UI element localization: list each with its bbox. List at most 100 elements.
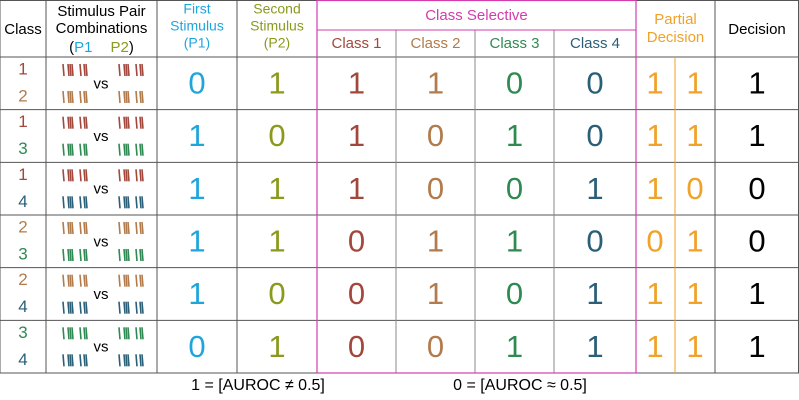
row-class-selective: 0 bbox=[348, 224, 365, 259]
row-class: 4 bbox=[18, 192, 27, 211]
header-first: First bbox=[183, 1, 210, 17]
stimulus-tick bbox=[69, 116, 72, 129]
stimulus-tick bbox=[71, 327, 74, 340]
stimulus-tick bbox=[67, 354, 70, 367]
row-partial: 1 bbox=[686, 329, 703, 364]
header-second: Second bbox=[253, 1, 300, 17]
row-second: 0 bbox=[268, 276, 285, 311]
stimulus-tick bbox=[139, 63, 142, 77]
stimulus-tick bbox=[123, 63, 126, 77]
stimulus-tick bbox=[127, 301, 130, 314]
stimulus-tick bbox=[125, 143, 128, 156]
stimulus-tick bbox=[79, 248, 82, 262]
stimulus-tick bbox=[85, 169, 88, 182]
stimulus-tick bbox=[69, 196, 72, 209]
stimulus-tick bbox=[71, 116, 74, 129]
stimulus-tick bbox=[135, 354, 138, 367]
stimulus-tick bbox=[125, 221, 128, 235]
stimulus-tick bbox=[62, 196, 65, 209]
stimulus-tick bbox=[83, 116, 86, 129]
stimulus-tick bbox=[127, 63, 130, 77]
stimulus-tick bbox=[123, 196, 126, 209]
stimulus-tick bbox=[118, 327, 121, 340]
stimulus-tick bbox=[141, 221, 144, 235]
legend-text: 1 = [AUROC ≠ 0.5] bbox=[191, 377, 325, 394]
stimulus-tick bbox=[118, 90, 121, 104]
row-class: 1 bbox=[18, 112, 27, 131]
row-decision: 1 bbox=[748, 66, 765, 101]
stimulus-tick bbox=[127, 196, 130, 209]
stimulus-tick bbox=[62, 248, 65, 262]
row-class-selective: 0 bbox=[348, 276, 365, 311]
stimulus-tick bbox=[135, 248, 138, 262]
row-second: 1 bbox=[268, 171, 285, 206]
stimulus-tick bbox=[125, 63, 128, 77]
row-class-selective: 1 bbox=[348, 118, 365, 153]
row-second: 0 bbox=[268, 118, 285, 153]
stimulus-tick bbox=[85, 116, 88, 129]
stimulus-tick bbox=[69, 274, 72, 287]
stimulus-tick bbox=[135, 169, 138, 182]
row-partial: 1 bbox=[686, 224, 703, 259]
row-partial: 1 bbox=[646, 171, 663, 206]
stimulus-tick bbox=[127, 274, 130, 287]
row-class: 4 bbox=[18, 297, 27, 316]
row-class-selective: 1 bbox=[506, 329, 523, 364]
row-first: 1 bbox=[188, 276, 205, 311]
row-class-selective: 1 bbox=[586, 329, 603, 364]
stimulus-tick bbox=[135, 63, 138, 77]
stimulus-tick bbox=[125, 248, 128, 262]
row-class: 1 bbox=[18, 165, 27, 184]
row-class-selective: 0 bbox=[427, 329, 444, 364]
header-second: Stimulus bbox=[250, 18, 304, 34]
stimulus-tick bbox=[67, 196, 70, 209]
row-vs: vs bbox=[94, 128, 109, 145]
stimulus-tick bbox=[62, 116, 65, 129]
stimulus-tick bbox=[85, 248, 88, 262]
stimulus-tick bbox=[79, 221, 82, 235]
row-partial: 1 bbox=[646, 118, 663, 153]
stimulus-tick bbox=[141, 248, 144, 262]
stimulus-tick bbox=[71, 90, 74, 104]
stimulus-tick bbox=[83, 248, 86, 262]
stimulus-tick bbox=[85, 221, 88, 235]
row-class-selective: 0 bbox=[427, 171, 444, 206]
stimulus-tick bbox=[79, 116, 82, 129]
stimulus-tick bbox=[71, 143, 74, 156]
stimulus-tick bbox=[62, 90, 65, 104]
row-vs: vs bbox=[94, 75, 109, 92]
row-first: 1 bbox=[188, 224, 205, 259]
stimulus-tick bbox=[79, 90, 82, 104]
stimulus-tick bbox=[139, 354, 142, 367]
stimulus-tick bbox=[67, 63, 70, 77]
stimulus-tick bbox=[123, 301, 126, 314]
header-stimulus: Stimulus Pair bbox=[57, 3, 145, 20]
stimulus-tick bbox=[71, 63, 74, 77]
stimulus-tick bbox=[69, 327, 72, 340]
stimulus-tick bbox=[125, 196, 128, 209]
row-partial: 1 bbox=[686, 118, 703, 153]
row-class: 2 bbox=[18, 270, 27, 289]
row-class-selective: 1 bbox=[506, 224, 523, 259]
row-decision: 1 bbox=[748, 118, 765, 153]
header-stimulus: Combinations bbox=[56, 20, 148, 37]
stimulus-tick bbox=[139, 221, 142, 235]
stimulus-tick bbox=[83, 274, 86, 287]
row-second: 1 bbox=[268, 66, 285, 101]
header-second: (P2) bbox=[264, 35, 290, 51]
stimulus-tick bbox=[67, 169, 70, 182]
stimulus-tick bbox=[83, 196, 86, 209]
row-first: 1 bbox=[188, 118, 205, 153]
stimulus-tick bbox=[135, 327, 138, 340]
row-class-selective: 1 bbox=[427, 224, 444, 259]
row-decision: 1 bbox=[748, 329, 765, 364]
stimulus-tick bbox=[85, 274, 88, 287]
stimulus-tick bbox=[127, 221, 130, 235]
stimulus-tick bbox=[118, 301, 121, 314]
stimulus-tick bbox=[123, 274, 126, 287]
stimulus-tick bbox=[141, 354, 144, 367]
stimulus-tick bbox=[62, 63, 65, 77]
row-partial: 1 bbox=[646, 66, 663, 101]
legend-text: 0 = [AUROC ≈ 0.5] bbox=[453, 377, 587, 394]
stimulus-tick bbox=[127, 143, 130, 156]
